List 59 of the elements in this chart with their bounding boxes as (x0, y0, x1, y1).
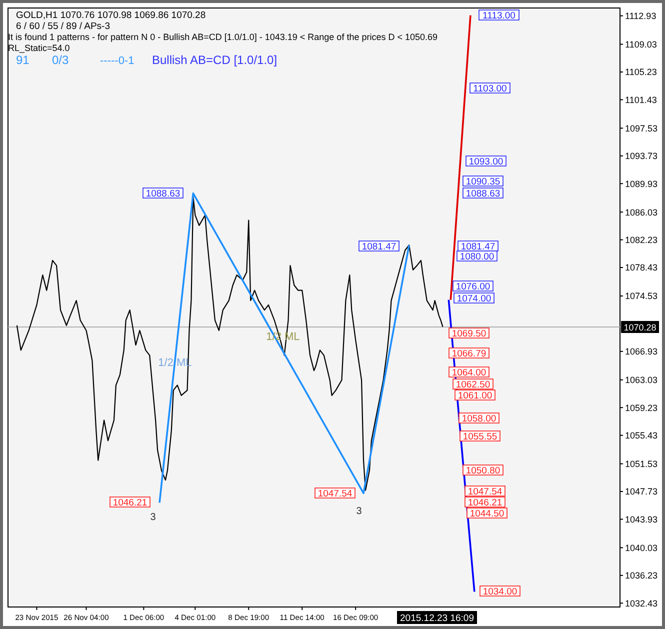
annotation: 1066.79 (452, 348, 486, 360)
y-tick-label: 1089.93 (625, 178, 658, 189)
annotation: 1046.21 (112, 498, 148, 508)
annotation: 1081.47 (362, 242, 396, 252)
annotation: 1055.55 (462, 432, 498, 442)
y-tick-label: 1074.53 (625, 291, 658, 302)
annotation: RL_Static=54.0 (8, 43, 70, 53)
annotation: 3 (150, 512, 156, 523)
annotation: 1103.00 (473, 84, 507, 94)
y-tick-label: 1078.43 (625, 262, 658, 273)
text: 2015.12.23 16:09 (400, 613, 474, 624)
y-tick-label: 1055.43 (625, 430, 658, 441)
y-tick-label: 1101.43 (625, 94, 657, 105)
y-tick-label: 1066.93 (625, 346, 658, 357)
y-tick-label: 1063.03 (625, 375, 658, 386)
annotation: 1050.80 (466, 466, 500, 476)
annotation: 1113.00 (482, 10, 516, 22)
y-tick-label: 1059.23 (625, 402, 658, 413)
annotation: 6 / 60 / 55 / 89 / APs-3 (16, 21, 110, 32)
annotation: 1061.00 (458, 390, 492, 402)
y-tick-label: 1040.03 (625, 542, 658, 553)
annotation: 1088.63 (466, 188, 500, 200)
annotation: 1093.00 (468, 156, 504, 168)
annotation: 1062.50 (456, 380, 490, 390)
y-tick-label: 1093.73 (625, 151, 658, 162)
y-tick-label: 1112.93 (625, 11, 656, 22)
annotation: 1044.50 (470, 508, 504, 520)
annotation: 1047.54 (468, 486, 502, 498)
annotation: 1081.47 (460, 242, 496, 252)
y-tick-label: 1032.43 (625, 598, 658, 608)
annotation: 3 (356, 506, 362, 517)
annotation: 1034.00 (482, 586, 518, 598)
annotation: 0/3 (52, 53, 70, 67)
line-series (16, 196, 444, 491)
annotation: 1058.00 (462, 414, 496, 424)
y-tick-label: 1109.03 (625, 39, 657, 50)
annotation: Bullish AB=CD [1.0/1.0] (152, 53, 278, 67)
y-tick-label: 1082.23 (625, 234, 658, 245)
annotation: -----0-1 (100, 55, 134, 67)
y-tick-label: 1036.23 (625, 570, 658, 581)
y-tick-label: 1043.93 (625, 514, 658, 524)
annotation: 1080.00 (460, 252, 494, 262)
annotation: 1064.00 (452, 368, 486, 378)
annotation: 91 (16, 53, 30, 67)
annotation: 1074.00 (456, 294, 492, 304)
annotation: 1088.63 (146, 188, 180, 200)
annotation: 1046.21 (468, 498, 502, 508)
annotation: 1090.35 (466, 176, 500, 188)
y-tick-label: 1086.03 (625, 207, 658, 218)
chart-title: GOLD,H1 1070.76 1070.98 1069.86 1070.28 (16, 10, 206, 21)
y-tick-label: 1105.23 (625, 67, 657, 78)
y-tick-label: 1097.53 (625, 123, 658, 134)
y-tick-label: 1051.53 (625, 458, 658, 469)
annotation: It is found 1 patterns - for pattern N 0 - Bullish AB=CD [1.0/1.0] - 1043.19 < Range of the prices D < 1050.69 (8, 32, 438, 42)
y-tick-label: 1047.73 (625, 486, 658, 497)
annotation: 1047.54 (318, 488, 352, 500)
annotation: 1076.00 (456, 282, 490, 292)
annotation: 1069.50 (452, 328, 486, 340)
ref-line-label: 1070.28 (624, 322, 656, 332)
